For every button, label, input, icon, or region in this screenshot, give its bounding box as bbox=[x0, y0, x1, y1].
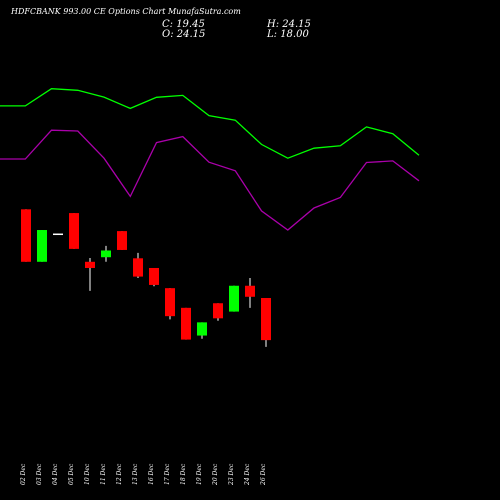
candle bbox=[261, 297, 271, 347]
candle-body bbox=[213, 303, 223, 319]
x-tick-label: 24 Dec bbox=[244, 463, 251, 486]
x-tick-label: 26 Dec bbox=[260, 463, 267, 486]
candle-body bbox=[53, 233, 63, 236]
candle bbox=[181, 307, 191, 340]
x-tick-label: 13 Dec bbox=[132, 463, 139, 485]
x-tick-label: 03 Dec bbox=[36, 463, 43, 485]
x-tick-label: 10 Dec bbox=[84, 463, 91, 485]
candle-body bbox=[261, 297, 271, 341]
candle bbox=[149, 267, 159, 287]
x-tick-label: 16 Dec bbox=[148, 463, 155, 485]
x-axis-labels: 02 Dec 03 Dec 04 Dec 05 Dec 10 Dec 11 Dec 12 D… bbox=[20, 463, 267, 486]
candle-body bbox=[101, 250, 111, 258]
candle-body bbox=[69, 213, 79, 249]
candle bbox=[133, 252, 143, 278]
x-tick-label: 02 Dec bbox=[20, 463, 27, 485]
candle-body bbox=[165, 288, 175, 317]
close-value: C: 19.45 bbox=[162, 19, 205, 30]
candle-body bbox=[245, 285, 255, 297]
candle-body bbox=[117, 231, 127, 250]
x-tick-label: 11 Dec bbox=[100, 463, 107, 485]
x-tick-label: 23 Dec bbox=[228, 463, 235, 486]
chart-title: HDFCBANK 993.00 CE Options Chart MunafaS… bbox=[11, 7, 241, 16]
candle-body bbox=[229, 285, 239, 312]
low-value: L: 18.00 bbox=[267, 29, 309, 40]
x-tick-label: 17 Dec bbox=[164, 463, 171, 485]
candle-body bbox=[21, 209, 31, 262]
lower-band-line bbox=[0, 129, 420, 231]
candle bbox=[101, 245, 111, 262]
x-tick-label: 19 Dec bbox=[196, 463, 203, 485]
high-value: H: 24.15 bbox=[267, 19, 311, 30]
candle bbox=[53, 233, 63, 236]
candle bbox=[37, 230, 47, 262]
x-tick-label: 12 Dec bbox=[116, 463, 123, 485]
candle bbox=[69, 213, 79, 249]
candle-body bbox=[85, 261, 95, 268]
candle bbox=[197, 322, 207, 339]
x-tick-label: 20 Dec bbox=[212, 463, 219, 486]
open-value: O: 24.15 bbox=[162, 29, 206, 40]
upper-band-line bbox=[0, 88, 420, 159]
candle-body bbox=[197, 322, 207, 336]
x-tick-label: 18 Dec bbox=[180, 463, 187, 485]
candle bbox=[245, 277, 255, 308]
candle bbox=[117, 231, 127, 250]
candle bbox=[21, 209, 31, 262]
candle bbox=[213, 303, 223, 321]
candle bbox=[85, 258, 95, 291]
candle bbox=[229, 285, 239, 312]
x-tick-label: 05 Dec bbox=[68, 463, 75, 485]
candle-body bbox=[149, 267, 159, 285]
candle-body bbox=[181, 307, 191, 340]
candles bbox=[21, 209, 271, 347]
candle-body bbox=[37, 230, 47, 262]
candle bbox=[165, 288, 175, 320]
bands bbox=[0, 88, 420, 231]
candle-body bbox=[133, 258, 143, 277]
x-tick-label: 04 Dec bbox=[52, 463, 59, 485]
